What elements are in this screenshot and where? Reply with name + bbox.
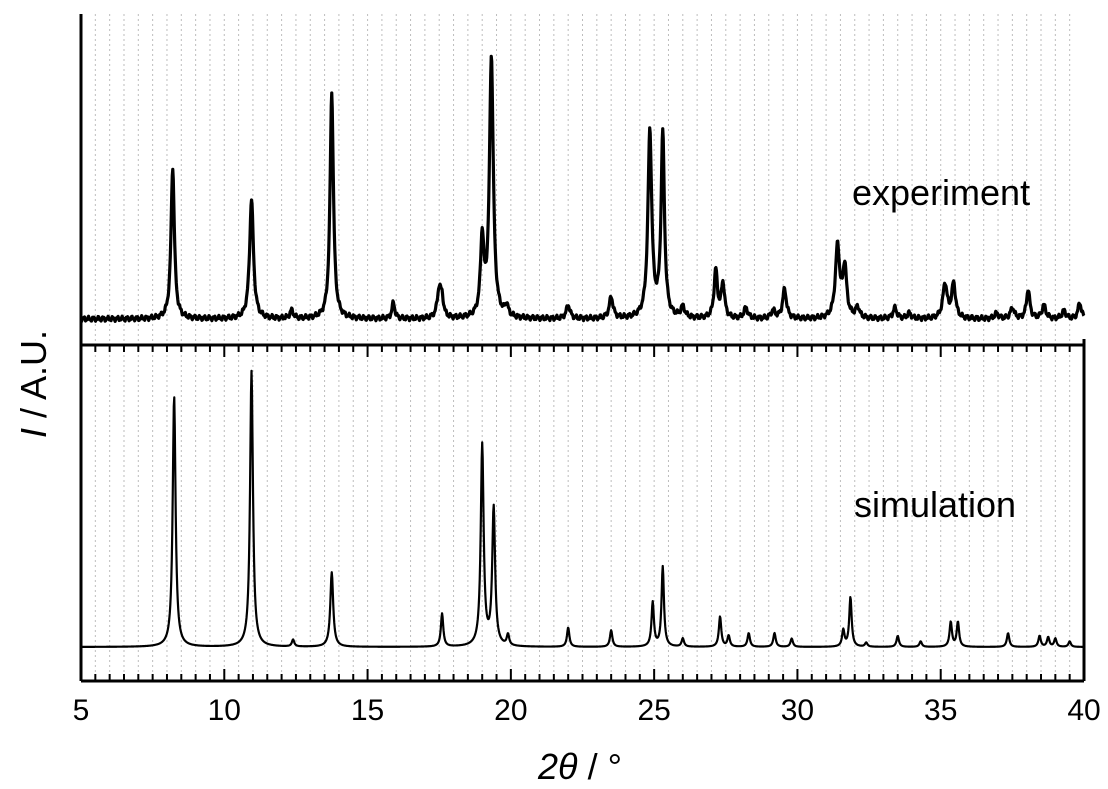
gridlines bbox=[94, 14, 1071, 681]
x-tick-label: 25 bbox=[637, 694, 670, 727]
x-axis-unit: / ° bbox=[578, 746, 622, 787]
x-tick-label: 35 bbox=[924, 694, 957, 727]
x-ticks bbox=[80, 345, 1085, 681]
x-tick-label: 40 bbox=[1067, 694, 1100, 727]
x-tick-label: 30 bbox=[781, 694, 814, 727]
panel-label-simulation: simulation bbox=[854, 484, 1016, 525]
x-tick-labels: 5 10 15 20 25 30 35 40 bbox=[73, 694, 1101, 727]
x-axis-symbol: 2θ bbox=[537, 746, 578, 787]
y-axis-unit: / A.U. bbox=[13, 330, 54, 428]
x-tick-label: 15 bbox=[351, 694, 384, 727]
series-line-bottom bbox=[80, 369, 1085, 648]
y-axis-title: I / A.U. bbox=[13, 330, 54, 438]
x-axis-title: 2θ / ° bbox=[537, 746, 622, 787]
y-axis-symbol: I bbox=[13, 428, 54, 438]
panel-label-experiment: experiment bbox=[852, 172, 1030, 213]
x-tick-label: 5 bbox=[73, 694, 90, 727]
x-tick-label: 20 bbox=[494, 694, 527, 727]
series-line-top bbox=[79, 54, 1086, 324]
pattern-curves bbox=[79, 54, 1086, 648]
x-tick-label: 10 bbox=[208, 694, 241, 727]
